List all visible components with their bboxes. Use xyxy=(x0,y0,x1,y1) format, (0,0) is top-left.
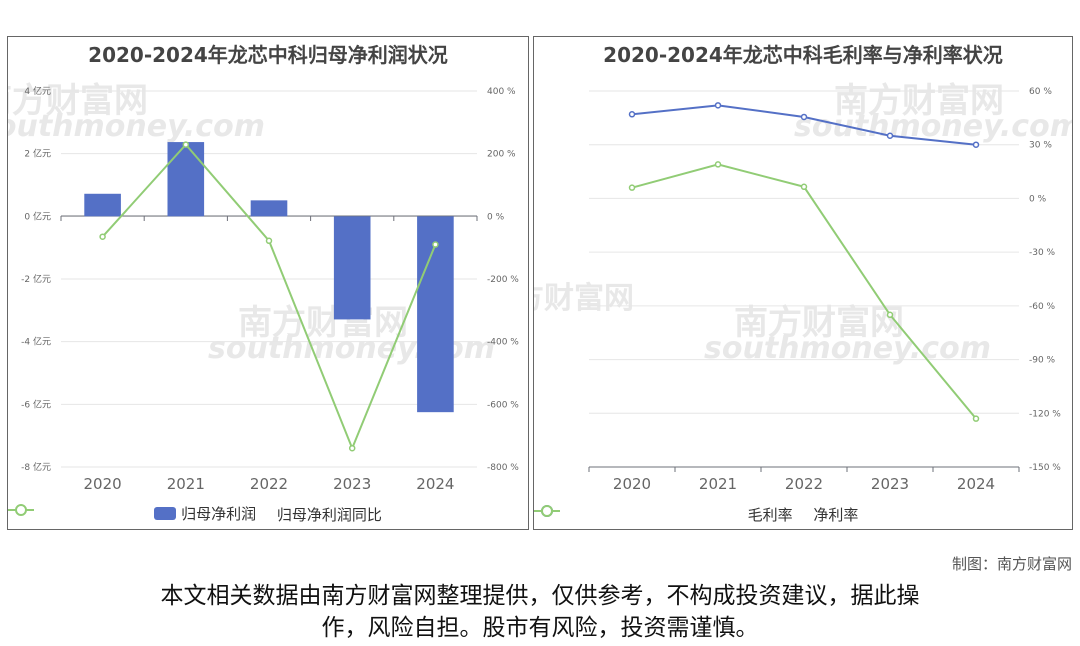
chart-credit: 制图：南方财富网 xyxy=(951,555,1072,573)
margin-chart-panel: 南方财富网 南方财富网 southmoney.com 南方财富网 southmo… xyxy=(533,36,1073,530)
x-tick-label: 2020 xyxy=(613,475,651,493)
net-profit-chart: 400 % 200 % 0 % -200 % -400 % -600 % -800 % 4 亿… xyxy=(21,85,519,493)
legend-label: 归母净利润同比 xyxy=(276,506,382,524)
legend-item-net-profit[interactable]: 归母净利润 xyxy=(154,503,256,524)
legend-label: 毛利率 xyxy=(747,506,793,524)
legend: 归母净利润 归母净利润同比 xyxy=(8,503,528,525)
y-right-tick-label: 0 % xyxy=(1029,194,1047,204)
x-tick-label: 2021 xyxy=(167,475,205,493)
data-point-2021 xyxy=(714,102,722,109)
y-left-tick-label: -4 亿元 xyxy=(21,336,51,348)
data-point-2023 xyxy=(348,444,356,452)
data-point-2021 xyxy=(182,141,190,148)
chart-title: 2020-2024年龙芯中科归母净利润状况 xyxy=(88,43,448,67)
data-point-2024 xyxy=(972,141,980,148)
y-left-tick-label: 2 亿元 xyxy=(24,148,51,160)
data-point-2022 xyxy=(800,113,808,121)
net-profit-chart-panel: 南方财富网 southmoney.com 南方财富网 southmoney.co… xyxy=(7,36,529,530)
bar-2023 xyxy=(333,216,371,320)
y-left-tick-label: -2 亿元 xyxy=(21,273,51,285)
disclaimer-line: 本文相关数据由南方财富网整理提供，仅供参考，不构成投资建议，据此操 xyxy=(160,583,920,609)
x-tick-label: 2020 xyxy=(84,475,122,493)
y-left-tick-label: -6 亿元 xyxy=(21,398,51,410)
data-point-2021 xyxy=(714,161,722,168)
y-right-tick-label: -90 % xyxy=(1029,356,1056,366)
y-left-tick-label: 4 亿元 xyxy=(24,85,51,97)
y-right-tick-label: 0 % xyxy=(487,212,505,222)
y-right-tick-label: -120 % xyxy=(1029,409,1061,419)
legend-line-swatch xyxy=(8,504,34,516)
data-point-2020 xyxy=(628,111,636,118)
x-tick-label: 2022 xyxy=(250,475,288,493)
y-left-tick-label: 0 亿元 xyxy=(24,210,51,222)
disclaimer: 本文相关数据由南方财富网整理提供，仅供参考，不构成投资建议，据此操 作，风险自担… xyxy=(60,580,1020,644)
bar-2022 xyxy=(250,200,288,217)
series-line xyxy=(101,143,437,451)
legend-label: 归母净利润 xyxy=(181,505,257,523)
data-point-2020 xyxy=(628,184,636,191)
bar-2020 xyxy=(84,193,121,217)
y-right-tick-label: 30 % xyxy=(1029,141,1052,151)
y-right-tick-label: -30 % xyxy=(1029,248,1056,258)
y-left-tick-label: -8 亿元 xyxy=(21,461,51,473)
y-right-tick-label: -400 % xyxy=(487,338,519,348)
x-tick-label: 2022 xyxy=(785,475,823,493)
data-point-2022 xyxy=(265,237,273,245)
x-tick-label: 2024 xyxy=(957,475,995,493)
margin-chart: 60 % 30 % 0 % -30 % -60 % -90 % -120 % -150 % 20… xyxy=(588,87,1061,493)
y-right-tick-label: 400 % xyxy=(487,87,516,97)
y-right-tick-label: -800 % xyxy=(487,463,519,473)
legend-line-swatch xyxy=(534,505,560,517)
legend-label: 净利率 xyxy=(813,506,859,524)
legend-item-net-profit-yoy[interactable]: 归母净利润同比 xyxy=(8,504,382,525)
legend-bar-swatch xyxy=(154,507,177,520)
series-line xyxy=(631,104,977,146)
bar-2024 xyxy=(417,216,454,413)
legend-item-net-margin[interactable]: 净利率 xyxy=(534,504,859,525)
chart-title: 2020-2024年龙芯中科毛利率与净利率状况 xyxy=(603,43,1003,67)
y-right-tick-label: 60 % xyxy=(1029,87,1052,97)
y-right-tick-label: -200 % xyxy=(487,275,519,285)
x-tick-label: 2023 xyxy=(333,475,371,493)
x-tick-label: 2023 xyxy=(871,475,909,493)
data-point-2020 xyxy=(99,233,106,240)
y-right-tick-label: -60 % xyxy=(1029,302,1056,312)
y-right-tick-label: -150 % xyxy=(1029,463,1061,473)
legend-item-gross-margin[interactable]: 毛利率 xyxy=(534,504,793,525)
legend: 毛利率 净利率 xyxy=(534,504,1072,525)
x-tick-label: 2021 xyxy=(699,475,737,493)
data-point-2023 xyxy=(886,132,894,140)
data-point-2024 xyxy=(432,241,439,248)
data-point-2022 xyxy=(800,183,808,191)
bar-2021 xyxy=(167,142,205,217)
disclaimer-line: 作，风险自担。股市有风险，投资需谨慎。 xyxy=(321,615,759,641)
y-right-tick-label: -600 % xyxy=(487,400,519,410)
x-tick-label: 2024 xyxy=(416,475,454,493)
data-point-2023 xyxy=(886,311,894,319)
series-line xyxy=(631,163,977,420)
y-right-tick-label: 200 % xyxy=(487,150,516,160)
data-point-2024 xyxy=(972,415,980,422)
